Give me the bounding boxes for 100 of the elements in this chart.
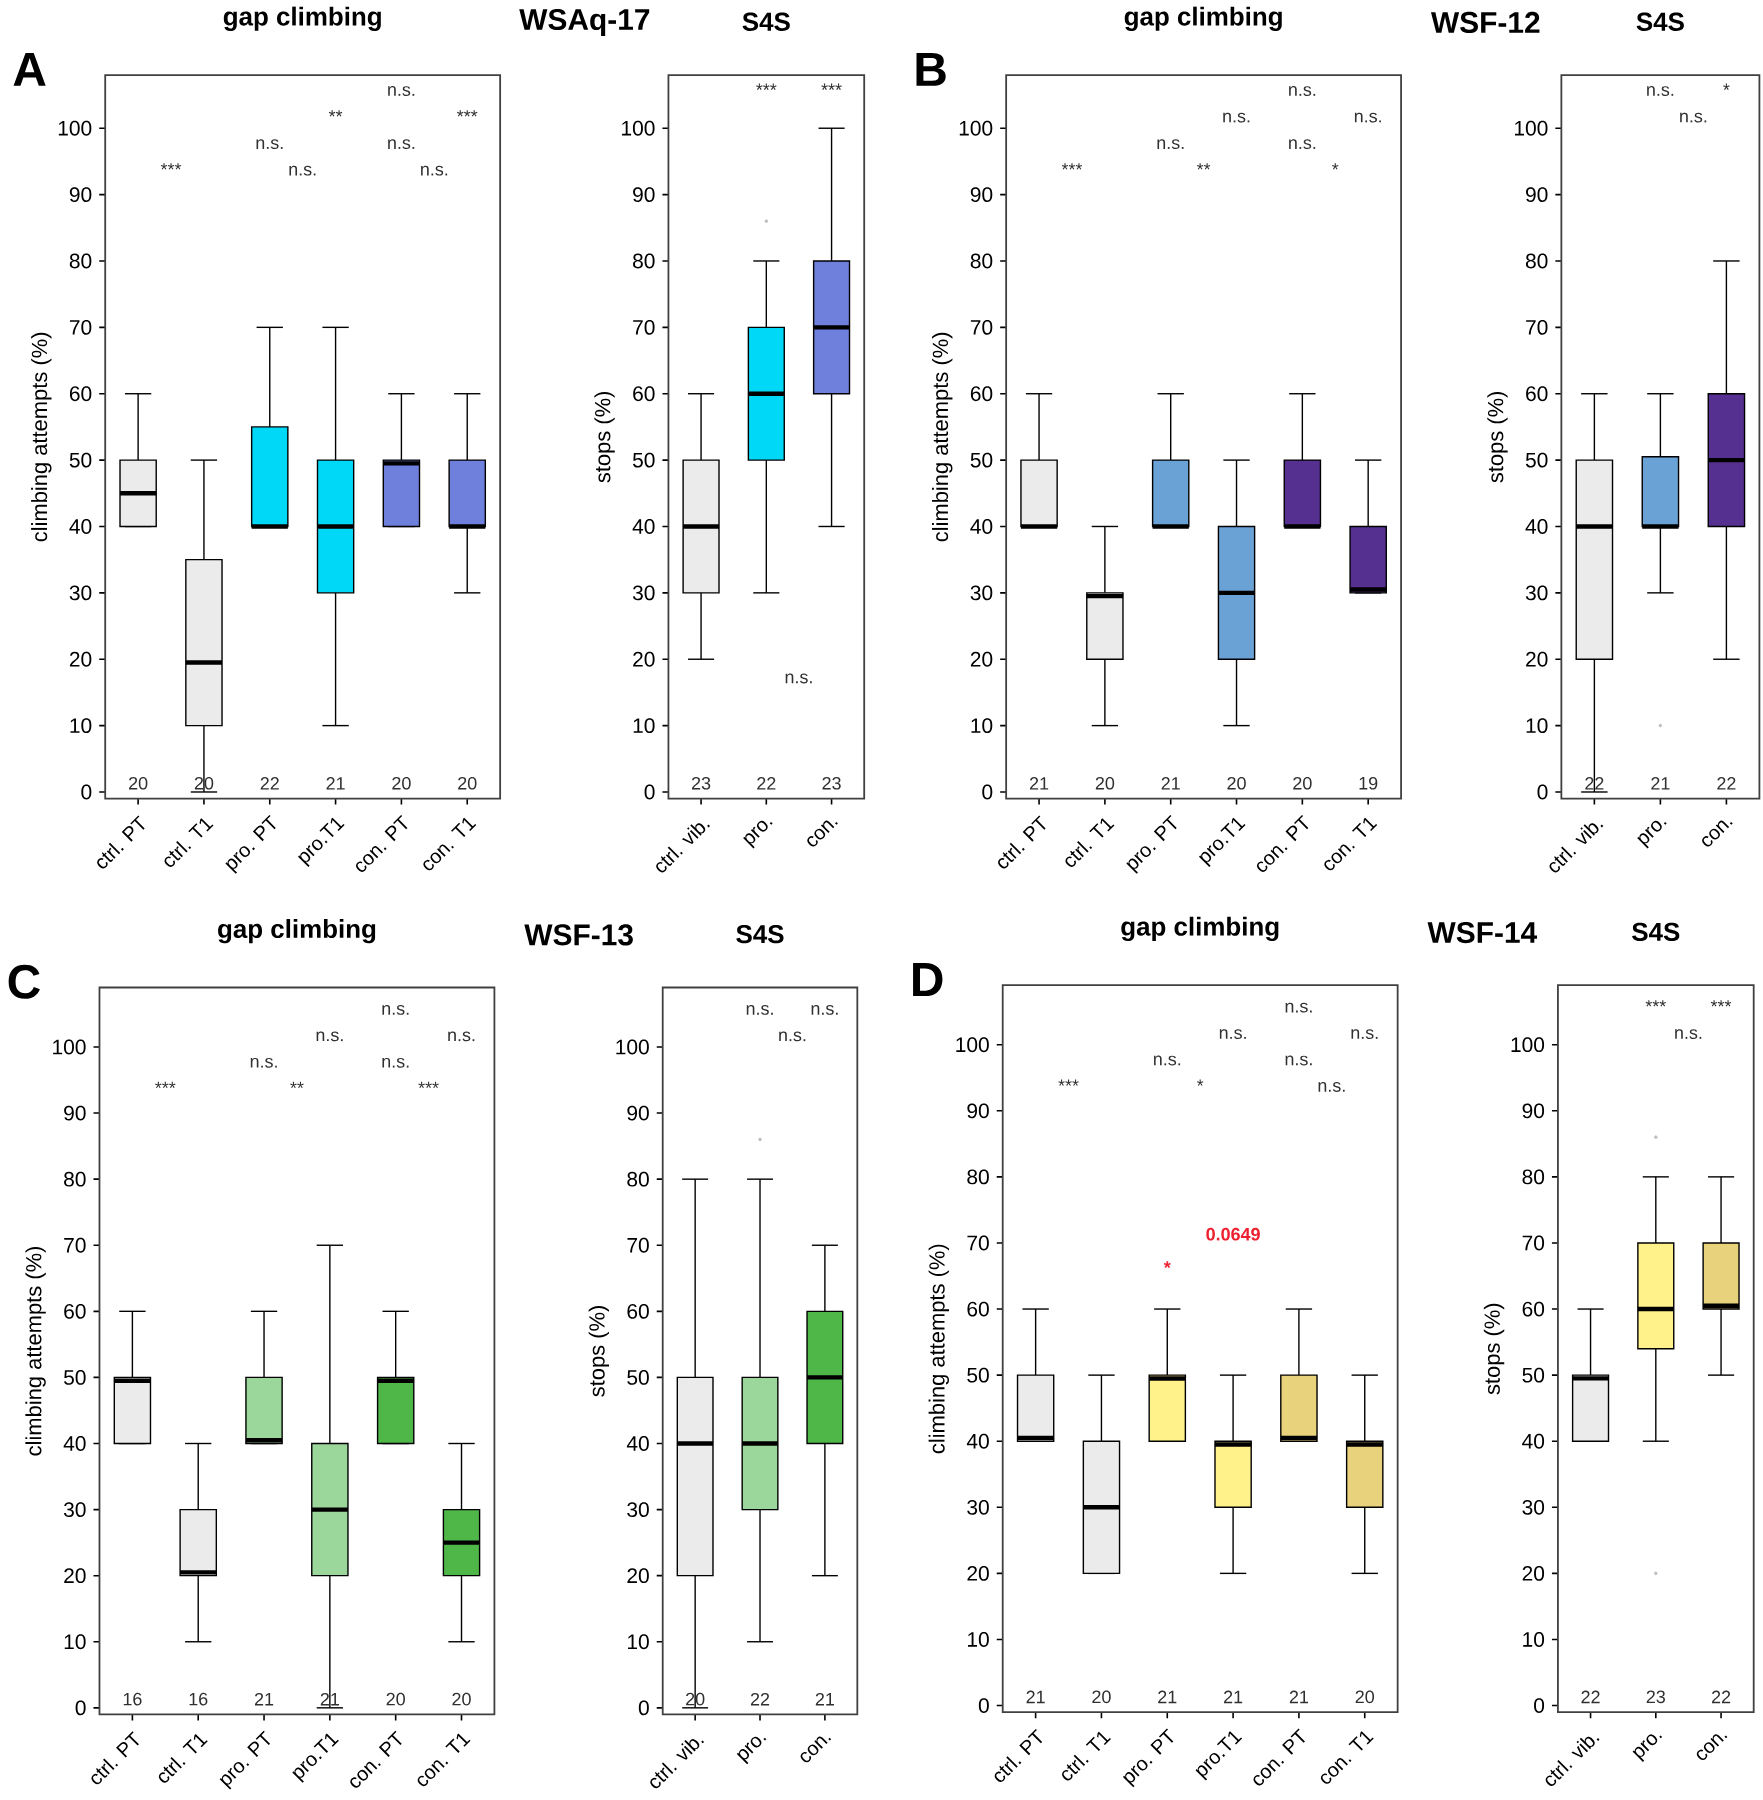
y-tick-label: 50 <box>69 452 92 468</box>
y-tick-label: 70 <box>970 319 993 335</box>
y-tick-label: 0 <box>1534 1698 1545 1713</box>
annotation: 22 <box>751 1692 770 1706</box>
x-tick-label: pro. PT <box>225 814 276 874</box>
x-tick-label: pro. PT <box>1122 1728 1174 1788</box>
y-tick-label: 10 <box>628 1634 649 1650</box>
annotation: 22 <box>757 777 776 790</box>
x-tick-label: ctrl. PT <box>97 815 145 869</box>
annotation: 21 <box>1161 777 1180 790</box>
y-tick-label: 20 <box>627 1568 649 1584</box>
chart-title: S4S <box>1636 12 1684 31</box>
annotation: *** <box>1710 1000 1732 1007</box>
annotation: * <box>1723 83 1730 90</box>
annotation: 22 <box>1581 1690 1600 1704</box>
y-axis-title: stops (%) <box>588 1306 610 1397</box>
y-tick-label: 0 <box>644 784 655 800</box>
x-tick-label: ctrl. vib. <box>650 1739 705 1789</box>
annotation: 20 <box>1227 776 1246 790</box>
y-tick-label: 50 <box>1522 1367 1545 1383</box>
text: B <box>916 52 946 86</box>
x-tick-label: ctrl. PT <box>91 1731 140 1785</box>
annotation: * <box>1197 1079 1204 1086</box>
annotation: n.s. <box>421 165 448 176</box>
y-tick-label: 40 <box>1525 519 1548 534</box>
x-tick-label: ctrl. vib. <box>1545 1736 1600 1786</box>
annotation: 22 <box>1712 1690 1731 1704</box>
y-axis-title: climbing attempts (%) <box>25 1246 46 1456</box>
chart-title: gap climbing <box>223 6 381 31</box>
annotation: n.s. <box>1354 112 1382 123</box>
annotation: n.s. <box>1647 86 1674 96</box>
y-tick-label: 60 <box>1522 1301 1545 1317</box>
annotation: n.s. <box>388 86 415 96</box>
annotation: n.s. <box>1351 1029 1378 1040</box>
y-tick-label: 50 <box>1525 452 1548 468</box>
y-axis-title: climbing attempts (%) <box>31 332 52 542</box>
y-tick-label: 20 <box>1526 651 1548 667</box>
text: D <box>913 963 943 996</box>
y-tick-label: 100 <box>616 1039 649 1055</box>
x-tick-label: ctrl. PT <box>994 1728 1043 1782</box>
y-tick-label: 100 <box>1511 1037 1545 1053</box>
annotation: 0.0649 <box>1206 1227 1260 1241</box>
annotation: 20 <box>1293 776 1312 790</box>
y-tick-label: 90 <box>970 187 993 203</box>
y-tick-label: 60 <box>1526 386 1548 402</box>
y-tick-label: 80 <box>970 253 993 269</box>
y-tick-label: 50 <box>627 1370 649 1385</box>
x-tick-label: pro. <box>743 820 773 849</box>
y-tick-label: 70 <box>633 319 655 335</box>
x-tick-label: pro. <box>736 1736 767 1765</box>
y-tick-label: 80 <box>1522 1169 1545 1185</box>
annotation: n.s. <box>1285 1002 1312 1013</box>
y-tick-label: 60 <box>970 386 993 402</box>
x-tick-label: con. T1 <box>423 817 477 871</box>
y-tick-label: 50 <box>967 1367 989 1383</box>
annotation: 21 <box>1026 1690 1045 1704</box>
y-tick-label: 20 <box>1522 1565 1545 1581</box>
y-tick-label: 80 <box>633 253 655 269</box>
y-tick-label: 10 <box>1526 718 1548 734</box>
annotation: n.s. <box>1680 112 1707 123</box>
y-tick-label: 70 <box>1526 319 1548 335</box>
y-tick-label: 40 <box>626 1436 649 1451</box>
y-tick-label: 60 <box>70 386 92 402</box>
annotation: 23 <box>1646 1690 1666 1704</box>
y-tick-label: 100 <box>58 120 92 136</box>
y-tick-label: 80 <box>1526 253 1548 269</box>
x-tick-label: pro. PT <box>1126 814 1177 874</box>
x-tick-label: pro. <box>1637 820 1667 849</box>
annotation: ** <box>290 1081 304 1089</box>
x-tick-label: con. PT <box>1253 1728 1306 1786</box>
text: WSF-12 <box>1431 11 1540 34</box>
annotation: ** <box>1196 163 1211 170</box>
annotation: *** <box>155 1081 176 1089</box>
y-tick-label: 30 <box>69 585 92 601</box>
y-tick-label: 90 <box>633 187 655 203</box>
chart-title: gap climbing <box>1121 916 1279 942</box>
y-tick-label: 60 <box>633 386 655 402</box>
annotation: n.s. <box>1675 1029 1702 1040</box>
annotation: *** <box>1061 163 1083 170</box>
y-tick-label: 60 <box>64 1303 86 1319</box>
x-tick-label: con. <box>1696 1734 1728 1761</box>
annotation: 20 <box>1092 1690 1111 1704</box>
y-axis-title: stops (%) <box>594 391 615 483</box>
y-tick-label: 40 <box>69 519 92 534</box>
y-tick-label: 90 <box>1522 1103 1545 1119</box>
annotation: n.s. <box>382 1057 409 1068</box>
annotation: n.s. <box>316 1031 343 1042</box>
y-tick-label: 30 <box>970 585 993 601</box>
y-tick-label: 30 <box>627 1502 649 1518</box>
y-axis-title: stops (%) <box>1487 391 1508 483</box>
y-tick-label: 60 <box>627 1303 649 1319</box>
annotation: n.s. <box>746 1005 773 1015</box>
y-tick-label: 40 <box>632 519 655 534</box>
y-tick-label: 40 <box>1522 1433 1545 1449</box>
chart-title: S4S <box>736 924 784 944</box>
annotation: 20 <box>392 776 411 790</box>
annotation: 20 <box>386 1692 406 1706</box>
y-tick-label: 30 <box>1525 585 1548 601</box>
y-axis-title: climbing attempts (%) <box>932 332 953 542</box>
y-tick-label: 10 <box>70 718 92 734</box>
